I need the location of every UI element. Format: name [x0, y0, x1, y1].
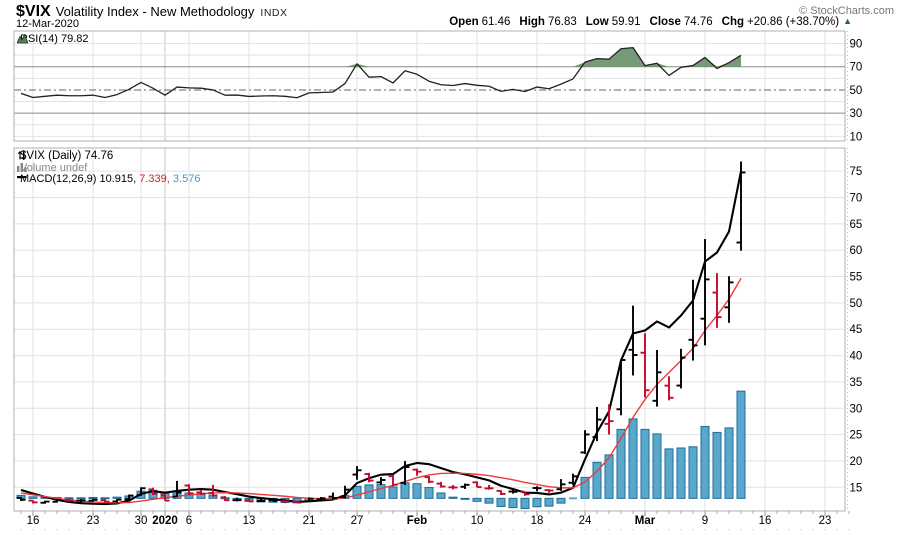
- svg-text:50: 50: [850, 298, 863, 310]
- svg-text:55: 55: [850, 272, 863, 284]
- copyright: © StockCharts.com: [799, 5, 894, 17]
- macd-hist-value: 3.576: [172, 173, 201, 185]
- svg-text:20: 20: [850, 456, 863, 468]
- rsi-legend: RSI(14) 79.82: [17, 33, 88, 45]
- volume-legend-label: Volume undef: [20, 162, 88, 174]
- svg-text:70: 70: [850, 193, 863, 205]
- svg-text:6: 6: [186, 515, 192, 527]
- volume-legend: Volume undef: [17, 162, 87, 174]
- rsi-legend-label: RSI(14) 79.82: [20, 33, 89, 45]
- open-label: Open: [449, 16, 479, 28]
- close-value: 74.76: [683, 16, 713, 28]
- svg-text:45: 45: [850, 324, 863, 336]
- svg-text:60: 60: [850, 245, 863, 257]
- chart-date: 12-Mar-2020: [16, 18, 79, 30]
- chg-value: +20.86 (+38.70%): [747, 16, 840, 28]
- svg-text:2020: 2020: [152, 515, 178, 527]
- svg-text:50: 50: [850, 85, 863, 97]
- chg-label: Chg: [721, 16, 744, 28]
- macd-legend-name: MACD(12,26,9): [20, 173, 97, 185]
- low-value: 59.91: [611, 16, 641, 28]
- svg-text:10: 10: [850, 131, 863, 143]
- high-label: High: [519, 16, 545, 28]
- svg-text:23: 23: [87, 515, 100, 527]
- svg-text:35: 35: [850, 377, 863, 389]
- chart-header: $VIX Volatility Index - New Methodology IN…: [16, 3, 288, 21]
- svg-text:25: 25: [850, 430, 863, 442]
- svg-text:23: 23: [819, 515, 832, 527]
- svg-text:21: 21: [303, 515, 316, 527]
- svg-text:65: 65: [850, 219, 863, 231]
- svg-text:75: 75: [850, 166, 863, 178]
- macd-legend: MACD(12,26,9) 10.915, 7.339, 3.576: [17, 173, 200, 185]
- svg-text:40: 40: [850, 351, 863, 363]
- high-value: 76.83: [547, 16, 577, 28]
- close-label: Close: [649, 16, 681, 28]
- svg-text:Feb: Feb: [407, 515, 427, 527]
- macd-line-value: 10.915,: [99, 173, 137, 185]
- svg-text:24: 24: [579, 515, 592, 527]
- svg-text:15: 15: [850, 482, 863, 494]
- up-triangle-icon: ▲: [843, 16, 852, 26]
- svg-text:30: 30: [850, 403, 863, 415]
- svg-text:30: 30: [135, 515, 148, 527]
- svg-text:9: 9: [702, 515, 708, 527]
- svg-text:16: 16: [27, 515, 40, 527]
- svg-text:16: 16: [759, 515, 772, 527]
- macd-signal-value: 7.339,: [139, 173, 170, 185]
- price-legend: $VIX (Daily) 74.76: [17, 150, 113, 162]
- svg-text:70: 70: [850, 62, 863, 74]
- svg-text:13: 13: [243, 515, 256, 527]
- exchange-tag: INDX: [260, 7, 288, 19]
- svg-text:27: 27: [351, 515, 364, 527]
- low-label: Low: [585, 16, 609, 28]
- symbol-name: Volatility Index - New Methodology: [55, 4, 255, 19]
- svg-text:90: 90: [850, 39, 863, 51]
- ohlc-quote-line: Open 61.46 High 76.83 Low 59.91 Close 74.76 Chg +…: [449, 16, 852, 28]
- svg-text:18: 18: [531, 515, 544, 527]
- svg-text:30: 30: [850, 108, 863, 120]
- symbol: $VIX: [16, 3, 51, 20]
- svg-text:10: 10: [471, 515, 484, 527]
- svg-text:Mar: Mar: [635, 515, 656, 527]
- price-legend-label: $VIX (Daily) 74.76: [20, 150, 114, 162]
- open-value: 61.46: [481, 16, 511, 28]
